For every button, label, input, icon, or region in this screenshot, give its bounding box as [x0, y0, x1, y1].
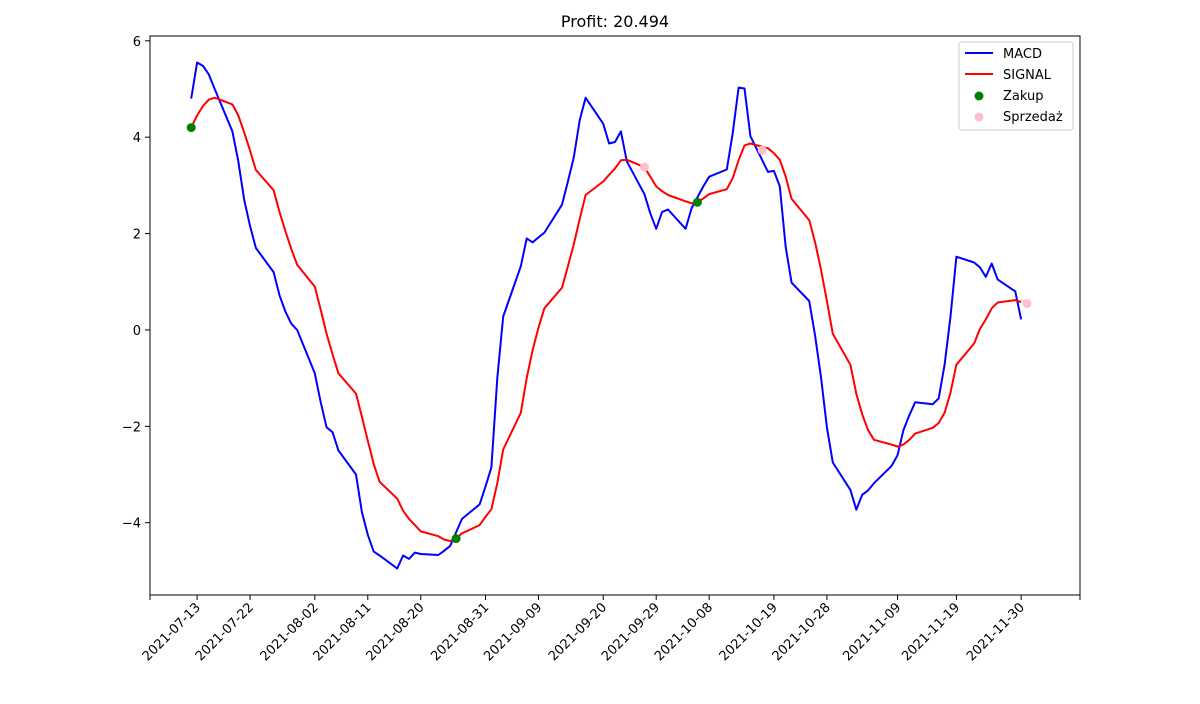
- legend: MACD SIGNAL Zakup Sprzedaż: [958, 41, 1074, 131]
- legend-label: Zakup: [1003, 89, 1044, 104]
- axes-frame: [149, 35, 1081, 596]
- y-tick-label: 2: [133, 228, 141, 243]
- sell-marker-1: [639, 162, 649, 172]
- series-line-macd: [190, 61, 1023, 570]
- sell-marker-3: [1022, 299, 1032, 308]
- legend-label: Sprzedaż: [1003, 110, 1063, 125]
- buy-marker-2: [451, 534, 461, 544]
- buy-marker-1: [186, 123, 196, 133]
- series-line-signal: [190, 96, 1022, 542]
- y-tick-label: −2: [122, 420, 141, 435]
- y-tick-label: 4: [133, 131, 141, 146]
- legend-label: SIGNAL: [1003, 68, 1052, 83]
- sell-marker-2: [757, 145, 767, 155]
- y-tick-label: 0: [133, 324, 141, 339]
- plot-area: [186, 61, 1032, 570]
- y-tick-label: 6: [133, 35, 141, 50]
- legend-swatch-zakup: [974, 91, 984, 101]
- legend-box: [958, 41, 1074, 131]
- chart-title: Profit: 20.494: [561, 12, 669, 31]
- legend-label: MACD: [1003, 47, 1042, 62]
- buy-marker-3: [692, 197, 702, 207]
- legend-swatch-sprzedaz: [974, 112, 984, 122]
- y-tick-label: −4: [122, 517, 141, 532]
